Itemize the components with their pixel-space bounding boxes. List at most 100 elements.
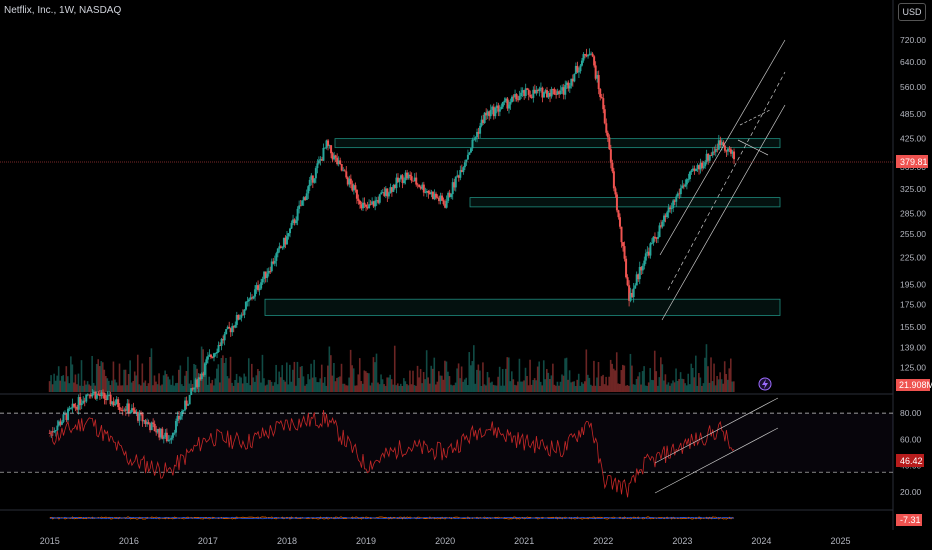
volume-bar [652,380,655,392]
currency-button[interactable]: USD [898,3,926,21]
volume-bar [54,380,57,392]
volume-bar [698,373,700,392]
volume-bar [696,385,699,392]
candle-body [219,345,222,346]
volume-bar [184,375,186,392]
volume-bar [92,382,95,392]
candle-body [296,208,299,221]
volume-bar [670,383,673,392]
candle-body [290,222,293,229]
candle-body [523,90,526,96]
volume-bar [149,357,151,392]
volume-bar [501,369,504,392]
volume-bar [655,371,658,392]
candle-body [123,409,126,411]
price-tick-label: 485.00 [900,109,926,119]
candle-body [171,432,174,438]
candle-body [463,162,466,168]
candle-body [418,184,421,188]
volume-bar [281,365,284,392]
volume-bar [710,357,712,392]
candle-body [225,329,228,335]
volume-bar [144,380,147,392]
volume-bar [270,381,273,392]
volume-bar [351,365,353,392]
volume-bar [707,366,709,392]
candles [48,48,736,444]
candle-body [384,188,387,196]
volume-bar [451,385,454,392]
candle-body [714,148,717,152]
candle-body [150,422,153,431]
volume-bar [112,361,115,392]
volume-bar [234,379,236,392]
candle-body [421,184,424,189]
volume-bar [82,385,84,392]
candle-body [425,191,428,193]
volume-bar [155,381,157,392]
candle-body [229,328,232,333]
candle-body [564,85,567,95]
candle-body [707,153,710,161]
volume-bar [352,368,355,392]
volume-bar [176,382,179,392]
volume-bar [167,376,169,392]
volume-bar [591,385,594,392]
candle-body [168,439,171,441]
volume-bar [653,350,656,392]
lightning-icon[interactable] [758,377,772,391]
volume-bar [220,358,223,392]
candle-body [194,379,197,388]
volume-bar [141,363,144,392]
volume-bar [97,359,100,392]
volume-bar [565,357,568,392]
sr-zone [334,138,781,149]
volume-bar [249,385,252,392]
volume-bar [509,381,512,392]
volume-bar [298,378,300,392]
volume-bar [504,368,507,392]
volume-bar [322,382,325,392]
candle-body [111,401,114,405]
candle-body [681,185,684,189]
volume-bar [629,353,632,392]
candle-body [600,97,603,99]
price-tick-label: 285.00 [900,208,926,218]
candle-body [561,87,564,91]
candle-body [82,400,85,404]
volume-bar [219,382,221,392]
volume-bar [244,376,247,392]
candle-body [351,184,354,191]
volume-bar [545,369,548,392]
candle-body [77,397,80,410]
volume-bar [50,375,52,392]
candle-body [661,221,664,227]
volume-bar [203,368,206,392]
candle-body [515,94,518,100]
volume-bar [669,385,671,392]
volume-bar [473,345,475,392]
candle-body [539,87,542,89]
candle-body [450,194,453,198]
candle-body [126,403,129,411]
volume-bar [98,366,101,392]
candle-body [500,106,503,110]
candle-body [535,89,538,94]
candle-body [713,151,716,153]
candle-body [468,152,471,155]
candle-body [733,151,736,160]
candle-body [494,108,497,117]
volume-bar [136,354,139,392]
candle-body [699,162,702,170]
volume-bar [439,375,442,392]
volume-bar [314,377,317,392]
volume-bar [649,368,651,392]
candle-body [436,197,439,199]
candle-body [92,391,95,394]
candle-body [136,412,139,421]
candle-body [56,425,59,431]
candle-body [530,96,533,98]
candle-body [48,432,51,434]
candle-body [133,410,136,414]
